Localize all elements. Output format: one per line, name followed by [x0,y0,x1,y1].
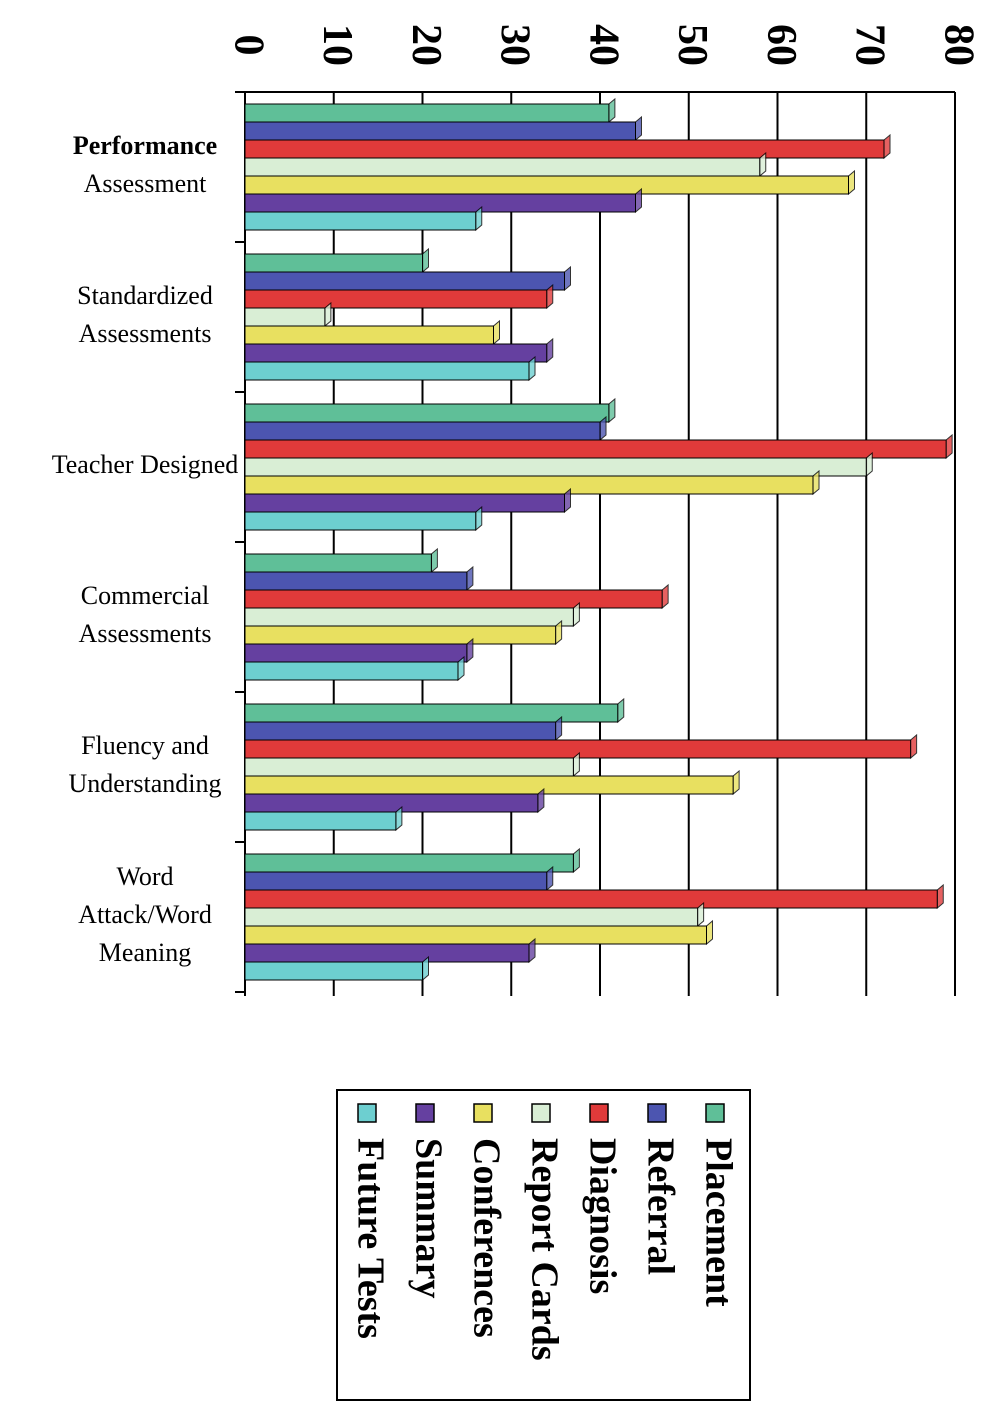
bar [244,871,548,891]
x-tick-label: 80 [935,24,981,66]
bar-depth [608,397,616,424]
x-tick-label: 60 [758,24,804,66]
bar [244,943,530,963]
legend-label: Referral [639,1138,681,1275]
bar-depth [910,733,918,760]
legend-box [336,1089,751,1401]
bar-depth [572,847,580,874]
y-tick-label: Commercial [81,581,210,610]
bar [244,343,548,363]
y-tick-label: Standardized [77,281,213,310]
legend-swatch [473,1103,493,1123]
bar [244,925,707,945]
x-tick-label: 40 [580,24,626,66]
y-tick-label: Teacher Designed [52,450,239,479]
bar [244,757,574,777]
bar [244,253,423,273]
bar [244,793,539,813]
bar [244,403,610,423]
bar [244,625,557,645]
x-tick-label: 10 [314,24,360,66]
bar-depth [608,97,616,124]
y-tick-label: Understanding [68,769,221,798]
x-tick-label: 20 [403,24,449,66]
legend-swatch [415,1103,435,1123]
legend-label: Placement [697,1138,739,1307]
bar [244,157,761,177]
bar-depth [564,265,571,292]
bar [244,211,477,231]
bar [244,289,548,309]
bar-depth [546,337,554,364]
y-tick-label: Attack/Word [78,900,212,929]
bar-depth [883,133,891,160]
legend-swatch [705,1103,725,1123]
bar [244,271,565,291]
bar [244,421,601,441]
bar [244,553,432,573]
bar [244,511,477,531]
y-tick-label: Word [116,862,173,891]
bar-depth [493,319,500,346]
bar-depth [661,583,669,610]
legend-label: Future Tests [349,1138,391,1339]
legend-label: Summary [407,1138,449,1298]
x-tick-label: 50 [669,24,715,66]
bar [244,121,636,141]
x-tick-label: 70 [847,24,893,66]
bar-depth [430,547,438,574]
bar [244,853,574,873]
bar [244,175,849,195]
bar [244,589,663,609]
bar [244,811,397,831]
legend-swatch [589,1103,609,1123]
legend-swatch [647,1103,667,1123]
bar [244,661,459,681]
bar-depth [635,115,642,142]
bar [244,475,814,495]
bar-depth [617,697,625,724]
bar-depth [945,433,953,460]
legend-swatch [531,1103,551,1123]
y-tick-label: Assessments [79,619,212,648]
x-tick-label: 30 [492,24,538,66]
legend-swatch [357,1103,377,1123]
bar-depth [848,169,855,196]
bar [244,493,565,513]
bar [244,907,699,927]
bar [244,643,468,663]
y-tick-label: Assessments [79,319,212,348]
bar [244,439,947,459]
x-tick-label: 0 [225,35,271,56]
bar [244,961,423,981]
bar-depth [936,883,944,910]
bar [244,361,530,381]
bar [244,139,885,159]
bar-depth [706,919,713,946]
bar [244,193,636,213]
bar-depth [466,565,474,592]
bar [244,325,494,345]
legend-label: Conferences [465,1138,507,1338]
bar [244,307,326,327]
legend-label: Diagnosis [581,1138,623,1294]
bar [244,457,867,477]
y-tick-label: Assessment [84,169,208,198]
y-tick-label: Fluency and [81,731,209,760]
bar [244,889,938,909]
bar-depth [732,769,740,796]
bar [244,571,468,591]
bar [244,721,557,741]
legend-label: Report Cards [523,1138,565,1361]
bar [244,607,574,627]
y-tick-label: Performance [73,131,217,160]
y-tick-label: Meaning [99,938,191,967]
bar [244,103,610,123]
bar [244,775,734,795]
